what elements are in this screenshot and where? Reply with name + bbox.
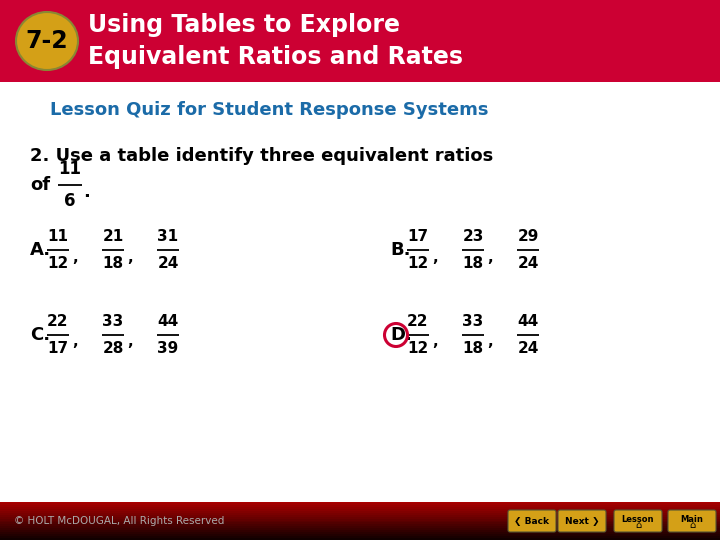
Text: 44: 44 [518,314,539,329]
FancyBboxPatch shape [558,510,606,532]
Text: 17: 17 [48,341,68,356]
Text: C.: C. [30,326,50,344]
Text: 24: 24 [517,341,539,356]
Text: 22: 22 [48,314,68,329]
Text: 44: 44 [158,314,179,329]
Text: 23: 23 [462,229,484,244]
Text: 18: 18 [102,256,124,271]
FancyBboxPatch shape [668,510,716,532]
Text: 31: 31 [158,229,179,244]
FancyBboxPatch shape [0,530,720,532]
Text: © HOLT McDOUGAL, All Rights Reserved: © HOLT McDOUGAL, All Rights Reserved [14,516,225,526]
FancyBboxPatch shape [0,522,720,525]
FancyBboxPatch shape [0,524,720,526]
Text: 33: 33 [462,314,484,329]
Text: 7-2: 7-2 [26,29,68,53]
Text: Using Tables to Explore: Using Tables to Explore [88,12,400,37]
Text: Main: Main [680,515,703,523]
Text: 2. Use a table identify three equivalent ratios: 2. Use a table identify three equivalent… [30,147,493,165]
Text: 11: 11 [58,160,81,178]
Text: ,: , [72,334,78,349]
Text: .: . [83,183,90,201]
Text: 28: 28 [102,341,124,356]
FancyBboxPatch shape [0,528,720,530]
Text: ,: , [487,249,493,265]
Text: 18: 18 [462,256,484,271]
Text: ,: , [127,334,133,349]
Text: Lesson: Lesson [622,515,654,523]
FancyBboxPatch shape [0,518,720,521]
FancyBboxPatch shape [0,502,720,504]
FancyBboxPatch shape [0,538,720,540]
FancyBboxPatch shape [0,509,720,511]
Text: of: of [30,176,50,194]
Ellipse shape [16,12,78,70]
Text: 22: 22 [408,314,428,329]
Text: Next ❯: Next ❯ [564,516,599,525]
Text: 18: 18 [462,341,484,356]
Text: 24: 24 [517,256,539,271]
Text: 6: 6 [64,192,76,210]
FancyBboxPatch shape [508,510,556,532]
FancyBboxPatch shape [0,0,720,82]
Text: 11: 11 [48,229,68,244]
FancyBboxPatch shape [0,521,720,523]
Text: ,: , [487,334,493,349]
FancyBboxPatch shape [0,505,720,508]
Text: ❮ Back: ❮ Back [515,516,549,525]
FancyBboxPatch shape [0,532,720,534]
Text: 12: 12 [408,256,428,271]
FancyBboxPatch shape [0,513,720,515]
Text: 12: 12 [48,256,68,271]
Text: 24: 24 [157,256,179,271]
Text: ,: , [127,249,133,265]
Text: 39: 39 [158,341,179,356]
FancyBboxPatch shape [0,507,720,510]
Text: 33: 33 [102,314,124,329]
Text: 21: 21 [102,229,124,244]
Text: ⌂: ⌂ [635,520,641,530]
Text: Lesson Quiz for Student Response Systems: Lesson Quiz for Student Response Systems [50,101,488,119]
Text: 29: 29 [517,229,539,244]
Text: ,: , [432,249,438,265]
Text: ⌂: ⌂ [689,520,695,530]
FancyBboxPatch shape [0,536,720,538]
Text: 12: 12 [408,341,428,356]
FancyBboxPatch shape [614,510,662,532]
FancyBboxPatch shape [0,526,720,529]
Text: 17: 17 [408,229,428,244]
Text: D.: D. [390,326,412,344]
FancyBboxPatch shape [0,534,720,536]
FancyBboxPatch shape [0,511,720,514]
Text: B.: B. [390,241,410,259]
FancyBboxPatch shape [0,517,720,519]
Text: Equivalent Ratios and Rates: Equivalent Ratios and Rates [88,45,463,70]
Text: ,: , [432,334,438,349]
FancyBboxPatch shape [0,503,720,506]
FancyBboxPatch shape [0,515,720,517]
Text: A.: A. [30,241,51,259]
Text: ,: , [72,249,78,265]
